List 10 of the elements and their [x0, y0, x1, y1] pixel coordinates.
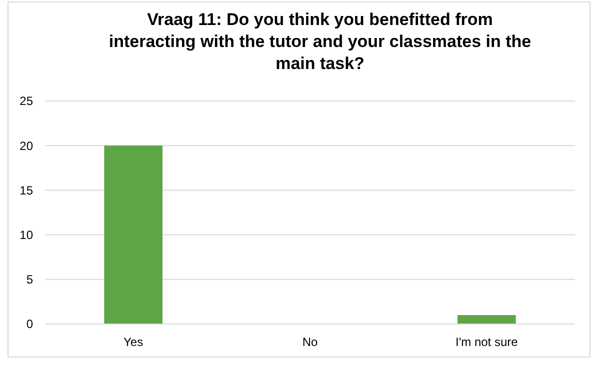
chart-title: Vraag 11: Do you think you benefitted from interacting with the tutor and your classmates in the main task? [108, 10, 532, 73]
x-tick-label: I'm not sure [456, 335, 518, 350]
y-tick-label: 10 [20, 228, 34, 242]
x-tick-label: Yes [124, 335, 144, 350]
y-tick-label: 15 [20, 183, 34, 198]
y-tick-label: 0 [26, 317, 34, 332]
y-tick-label: 25 [20, 94, 34, 108]
x-tick-label: No [302, 335, 318, 350]
y-tick-label: 5 [26, 272, 34, 287]
y-tick-label: 20 [20, 138, 34, 153]
